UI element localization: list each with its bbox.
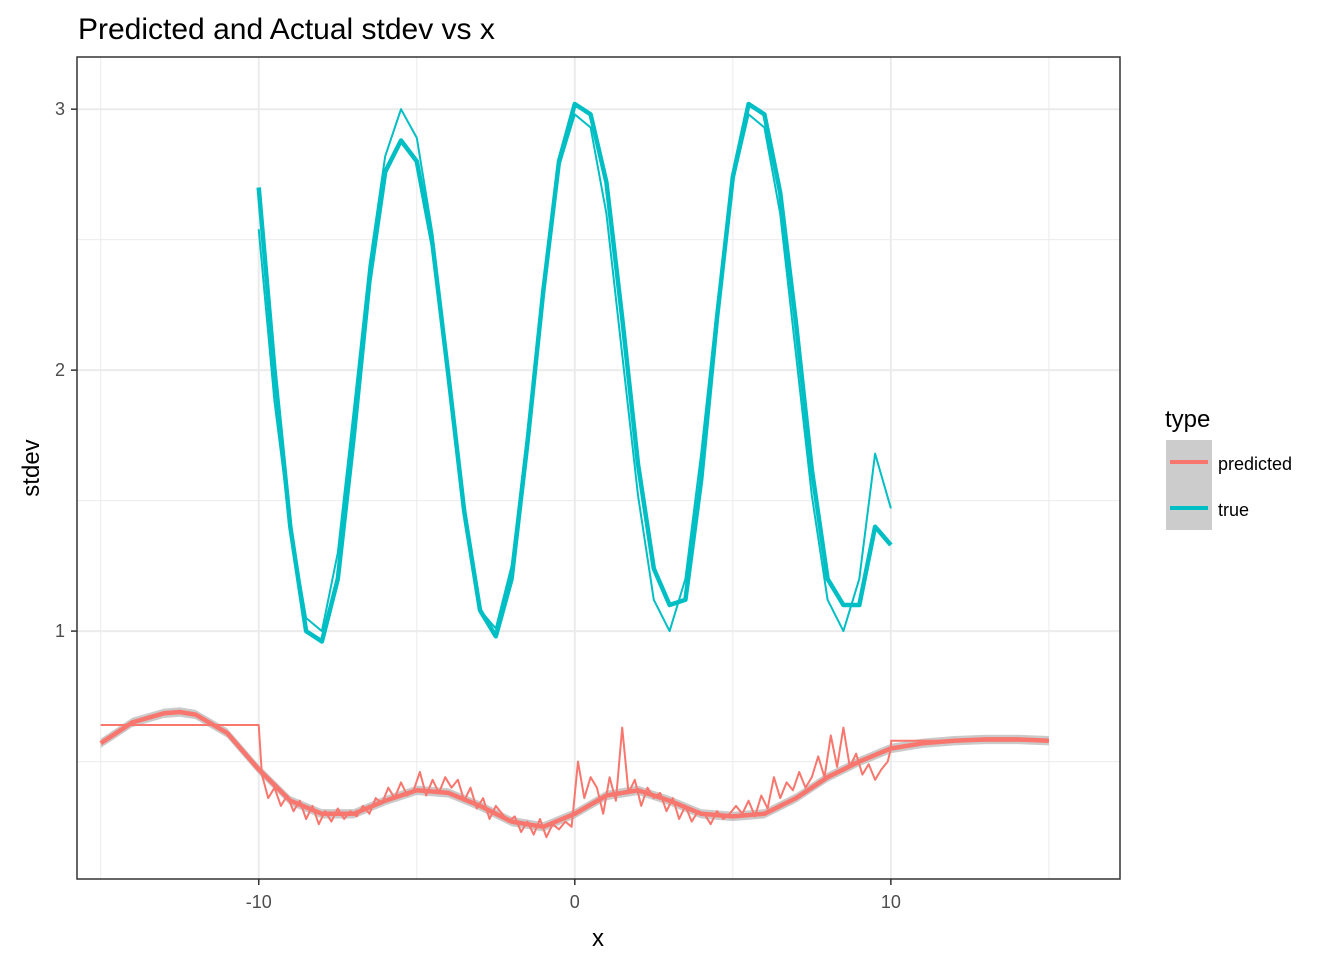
legend-label-predicted: predicted — [1218, 454, 1292, 474]
series-layer — [99, 101, 1049, 839]
y-axis: 1 2 3 — [55, 99, 77, 641]
chart-title: Predicted and Actual stdev vs x — [78, 13, 495, 46]
x-axis-title: x — [592, 925, 604, 952]
series-line-true-thick — [256, 101, 893, 644]
legend: type predicted true — [1165, 406, 1292, 530]
series-line-predicted-smooth — [99, 709, 1049, 830]
x-tick-label: 10 — [881, 892, 901, 912]
x-tick-label: -10 — [246, 892, 272, 912]
y-tick-label: 3 — [55, 99, 65, 119]
y-axis-title: stdev — [18, 439, 45, 496]
plot-border — [76, 56, 1121, 880]
x-tick-label: 0 — [570, 892, 580, 912]
legend-label-true: true — [1218, 500, 1249, 520]
y-tick-label: 2 — [55, 360, 65, 380]
plot-panel — [77, 57, 1120, 879]
legend-title: type — [1165, 406, 1210, 433]
x-axis: -10 0 10 — [246, 879, 901, 912]
y-tick-label: 1 — [55, 621, 65, 641]
